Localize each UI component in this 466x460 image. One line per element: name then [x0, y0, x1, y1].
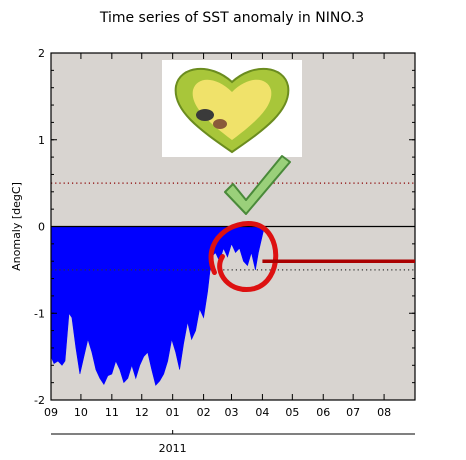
overlay-layer — [208, 221, 415, 293]
x-tick-label: 12 — [135, 406, 149, 419]
x-tick-label: 09 — [44, 406, 58, 419]
y-axis-label: Anomaly [degC] — [10, 182, 23, 271]
sst-anomaly-area — [50, 226, 265, 386]
x-tick-label: 10 — [74, 406, 88, 419]
year-label: 2011 — [159, 442, 187, 455]
red-circle-annotation — [208, 221, 279, 293]
x-tick-label: 01 — [166, 406, 180, 419]
heart-logo-image — [162, 60, 302, 157]
y-tick-label: -2 — [34, 394, 45, 407]
x-tick-label: 11 — [105, 406, 119, 419]
annotation-layer — [162, 60, 302, 215]
x-tick-label: 07 — [346, 406, 360, 419]
logo-stone-2 — [213, 119, 227, 129]
check-mark-icon — [224, 155, 291, 215]
heart-inner — [192, 79, 272, 140]
x-tick-label: 02 — [197, 406, 211, 419]
y-tick-label: -1 — [34, 307, 45, 320]
x-tick-label: 05 — [285, 406, 299, 419]
x-tick-label: 08 — [377, 406, 391, 419]
x-tick-label: 04 — [255, 406, 269, 419]
logo-stone-1 — [196, 109, 214, 121]
chart-title: Time series of SST anomaly in NINO.3 — [99, 10, 364, 26]
y-tick-label: 0 — [38, 221, 45, 234]
x-tick-label: 03 — [225, 406, 239, 419]
y-tick-label: 2 — [38, 47, 45, 60]
y-tick-label: 1 — [38, 134, 45, 147]
x-tick-label: 06 — [316, 406, 330, 419]
